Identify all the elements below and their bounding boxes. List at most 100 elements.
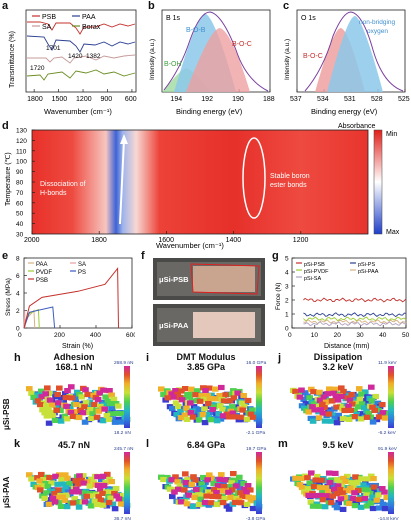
afm-cell — [332, 386, 339, 392]
afm-cell — [342, 478, 349, 484]
afm-cell — [308, 470, 315, 476]
afm-cell — [201, 499, 209, 505]
afm-cell — [369, 404, 376, 410]
afm-cell — [223, 405, 230, 411]
afm-cell — [112, 485, 120, 492]
afm-cell — [192, 477, 199, 483]
afm-cell — [28, 390, 35, 396]
afm-cell — [206, 472, 213, 478]
afm-cell — [232, 483, 240, 489]
xtick-label: 40 — [379, 332, 387, 339]
afm-cell — [343, 488, 350, 494]
afm-cell — [364, 487, 372, 493]
afm-cell — [230, 471, 237, 477]
series-e-ps — [23, 306, 56, 329]
afm-cell — [64, 388, 71, 394]
afm-cell — [57, 503, 65, 509]
afm-cell — [220, 480, 227, 486]
afm-cell — [212, 386, 219, 392]
afm-cell — [348, 480, 355, 486]
ylabel-b: Intensity (a.u.) — [149, 39, 156, 80]
afm-cell — [60, 398, 67, 404]
afm-cell — [183, 501, 191, 507]
afm-cell — [174, 479, 181, 485]
afm-cell — [109, 416, 117, 422]
afm-cell — [51, 499, 59, 505]
afm-cell — [174, 391, 181, 397]
panel-letter-h: h — [14, 352, 21, 364]
yticks-d: 30 40 50 60 70 80 90 100 110 120 130 — [16, 128, 35, 239]
xlabel-c: Binding energy (eV) — [311, 107, 378, 116]
annot-1701: 1701 — [46, 45, 61, 52]
afm-cell — [59, 494, 66, 500]
afm-cell — [168, 391, 175, 397]
afm-cell — [49, 413, 57, 419]
afm-cell — [172, 400, 180, 406]
annot-right-1: Stable boron — [270, 173, 310, 180]
afm-cell — [75, 489, 82, 495]
afm-cell — [239, 494, 246, 500]
panel-letter-i: i — [146, 352, 150, 364]
afm-cell — [103, 489, 110, 495]
afm-cell — [216, 476, 223, 482]
afm-cell — [357, 416, 365, 422]
afm-cell — [333, 404, 340, 410]
ytick-label: 90 — [16, 169, 24, 176]
chart-g: Force (N) Distance (mm) 0 10 20 30 40 50 0 1 2 3 4… — [275, 256, 410, 351]
afm-surface-l: 19.7 GPa -3.8 GPa — [158, 446, 267, 522]
afm-cell — [100, 402, 108, 408]
afm-cell — [241, 403, 248, 409]
afm-surface-m: 91.9 keV -14.8 keV — [290, 446, 399, 522]
afm-cell — [226, 477, 233, 483]
afm-cell — [195, 417, 203, 423]
chart-e: Stress (MPa) Strain (%) 020040060002468 … — [5, 256, 137, 351]
afm-cell — [302, 390, 309, 396]
afm-cell — [100, 473, 107, 479]
afm-value: 3.2 keV — [322, 362, 354, 372]
afm-cell — [306, 395, 313, 401]
afm-cell — [62, 391, 69, 397]
row-label-top: μSi-PSB — [2, 398, 11, 430]
afm-cell — [34, 392, 41, 398]
afm-cell — [310, 389, 317, 395]
afm-cell — [237, 500, 245, 506]
legend-a: PSB PAA SA Borax — [32, 14, 101, 31]
afm-cell — [115, 403, 122, 409]
afm-cell — [178, 478, 185, 484]
annot-1382: 1382 — [86, 53, 101, 60]
afm-cell — [73, 499, 81, 506]
series-e — [23, 267, 119, 329]
afm-cell — [113, 493, 120, 499]
afm-cell — [42, 481, 49, 487]
chart-b: B 1s Intensity (a.u.) Binding energy (eV… — [149, 9, 275, 116]
afm-cell — [97, 486, 104, 492]
afm-cell — [333, 491, 340, 497]
afm-cell — [325, 488, 332, 494]
afm-cell — [349, 401, 356, 407]
afm-cell — [202, 388, 209, 394]
afm-cb-min: 18.2 nN — [114, 430, 131, 436]
afm-cell — [175, 486, 182, 492]
afm-value: 9.5 keV — [322, 440, 354, 450]
afm-cell — [82, 387, 89, 393]
afm-cell — [352, 474, 359, 480]
afm-cell — [379, 410, 387, 416]
ytick-label: 2 — [285, 298, 289, 305]
afm-panel-m: m 9.5 keV 91.9 keV -14.8 keV — [278, 438, 408, 522]
afm-cell — [91, 498, 99, 504]
envelope-c — [304, 11, 404, 92]
afm-cell — [339, 416, 347, 422]
afm-cell — [241, 486, 248, 492]
series-sa — [27, 54, 136, 64]
xtick-label: 1800 — [27, 96, 43, 103]
afm-cell — [351, 490, 358, 496]
afm-cell — [309, 503, 317, 509]
afm-cell — [34, 398, 42, 404]
afm-cell — [330, 482, 337, 488]
xtick-label: 1400 — [226, 237, 242, 244]
afm-cell — [368, 384, 375, 390]
afm-cell — [176, 483, 184, 489]
series-paa — [26, 35, 136, 53]
chart-d: Temperature (℃) Wavenumber (cm⁻¹) 2000 18… — [5, 123, 400, 250]
